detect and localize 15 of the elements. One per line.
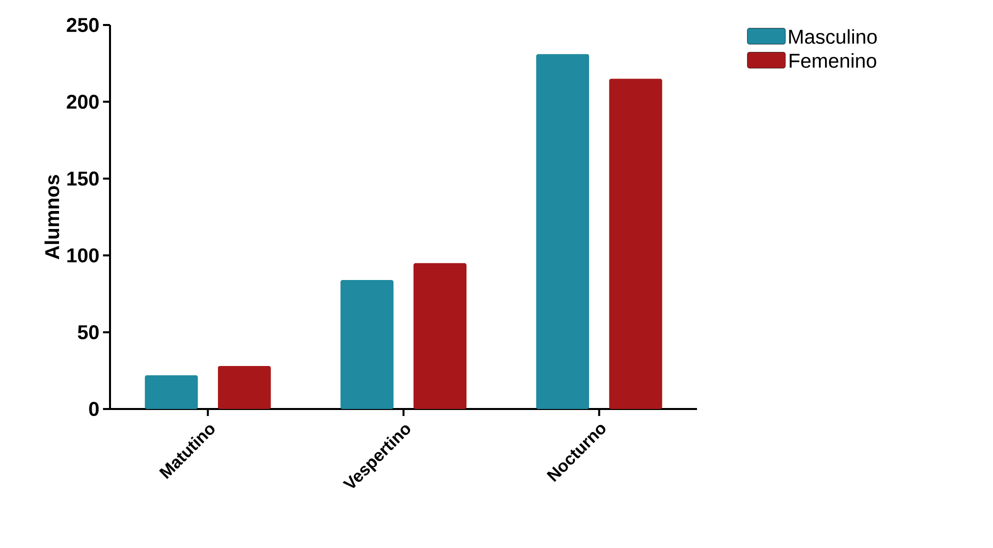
bar (340, 280, 394, 409)
bar (609, 78, 662, 409)
legend-label: Masculino (789, 29, 877, 44)
bar (536, 54, 590, 409)
y-tick-label: 100 (67, 248, 99, 262)
y-axis-title: Alumnos (44, 175, 60, 260)
bar (218, 366, 271, 409)
bar (144, 375, 198, 409)
bar (414, 263, 467, 409)
y-tick-label: 250 (66, 18, 99, 32)
y-tick-label: 0 (89, 402, 99, 416)
legend-label: Femenino (790, 53, 876, 68)
y-tick-label: 50 (78, 325, 99, 340)
y-tick-label: 200 (66, 94, 99, 109)
y-tick-label: 150 (67, 172, 99, 186)
